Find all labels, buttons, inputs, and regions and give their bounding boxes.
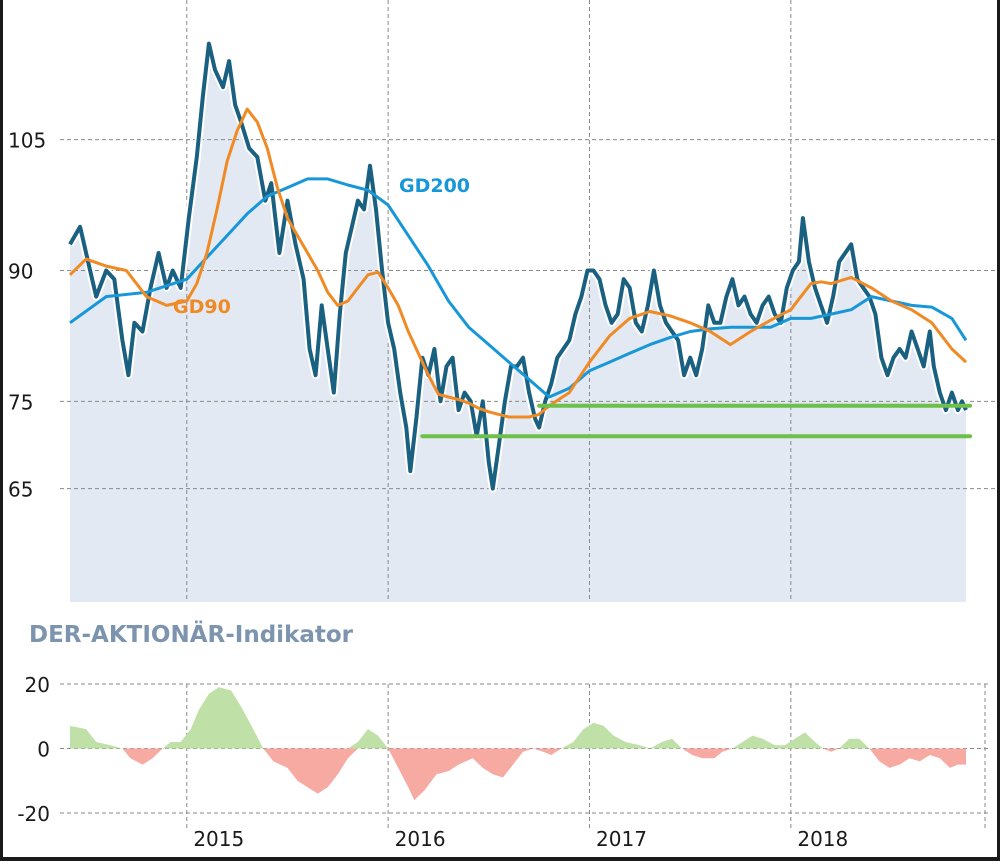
year-tick-2017: 2017 — [596, 827, 647, 851]
price-y-tick-labels: 65 75 90 105 — [8, 129, 46, 502]
year-tick-labels: 2015 2016 2017 2018 — [193, 827, 848, 851]
indicator-y-tick-0: 0 — [37, 738, 50, 762]
price-y-tick-105: 105 — [8, 129, 46, 153]
price-line — [68, 41, 968, 491]
price-y-tick-65: 65 — [8, 478, 33, 502]
indicator-grid — [60, 683, 990, 830]
price-chart: 65 75 90 105 GD200 GD90 — [8, 0, 1000, 603]
price-y-tick-90: 90 — [8, 259, 33, 283]
price-y-tick-75: 75 — [8, 390, 33, 414]
price-area-fill — [70, 43, 966, 603]
gd200-line — [69, 177, 968, 399]
price-lines — [66, 39, 973, 493]
year-tick-2018: 2018 — [797, 827, 848, 851]
indicator-y-tick-labels: 20 0 -20 — [17, 673, 50, 826]
indicator-positive-area — [70, 687, 966, 749]
indicator-areas — [70, 687, 966, 801]
gd90-label: GD90 — [173, 296, 231, 318]
gd90-line — [68, 107, 968, 419]
year-tick-2015: 2015 — [193, 827, 244, 851]
gd200-label: GD200 — [399, 175, 470, 197]
indicator-title: DER-AKTIONÄR-Indikator — [29, 620, 354, 648]
indicator-y-tick--20: -20 — [17, 802, 50, 826]
indicator-chart: 20 0 -20 2015 2016 2017 2018 — [17, 673, 990, 851]
indicator-y-tick-20: 20 — [25, 673, 50, 697]
indicator-negative-area — [70, 748, 966, 801]
year-tick-2016: 2016 — [395, 827, 446, 851]
